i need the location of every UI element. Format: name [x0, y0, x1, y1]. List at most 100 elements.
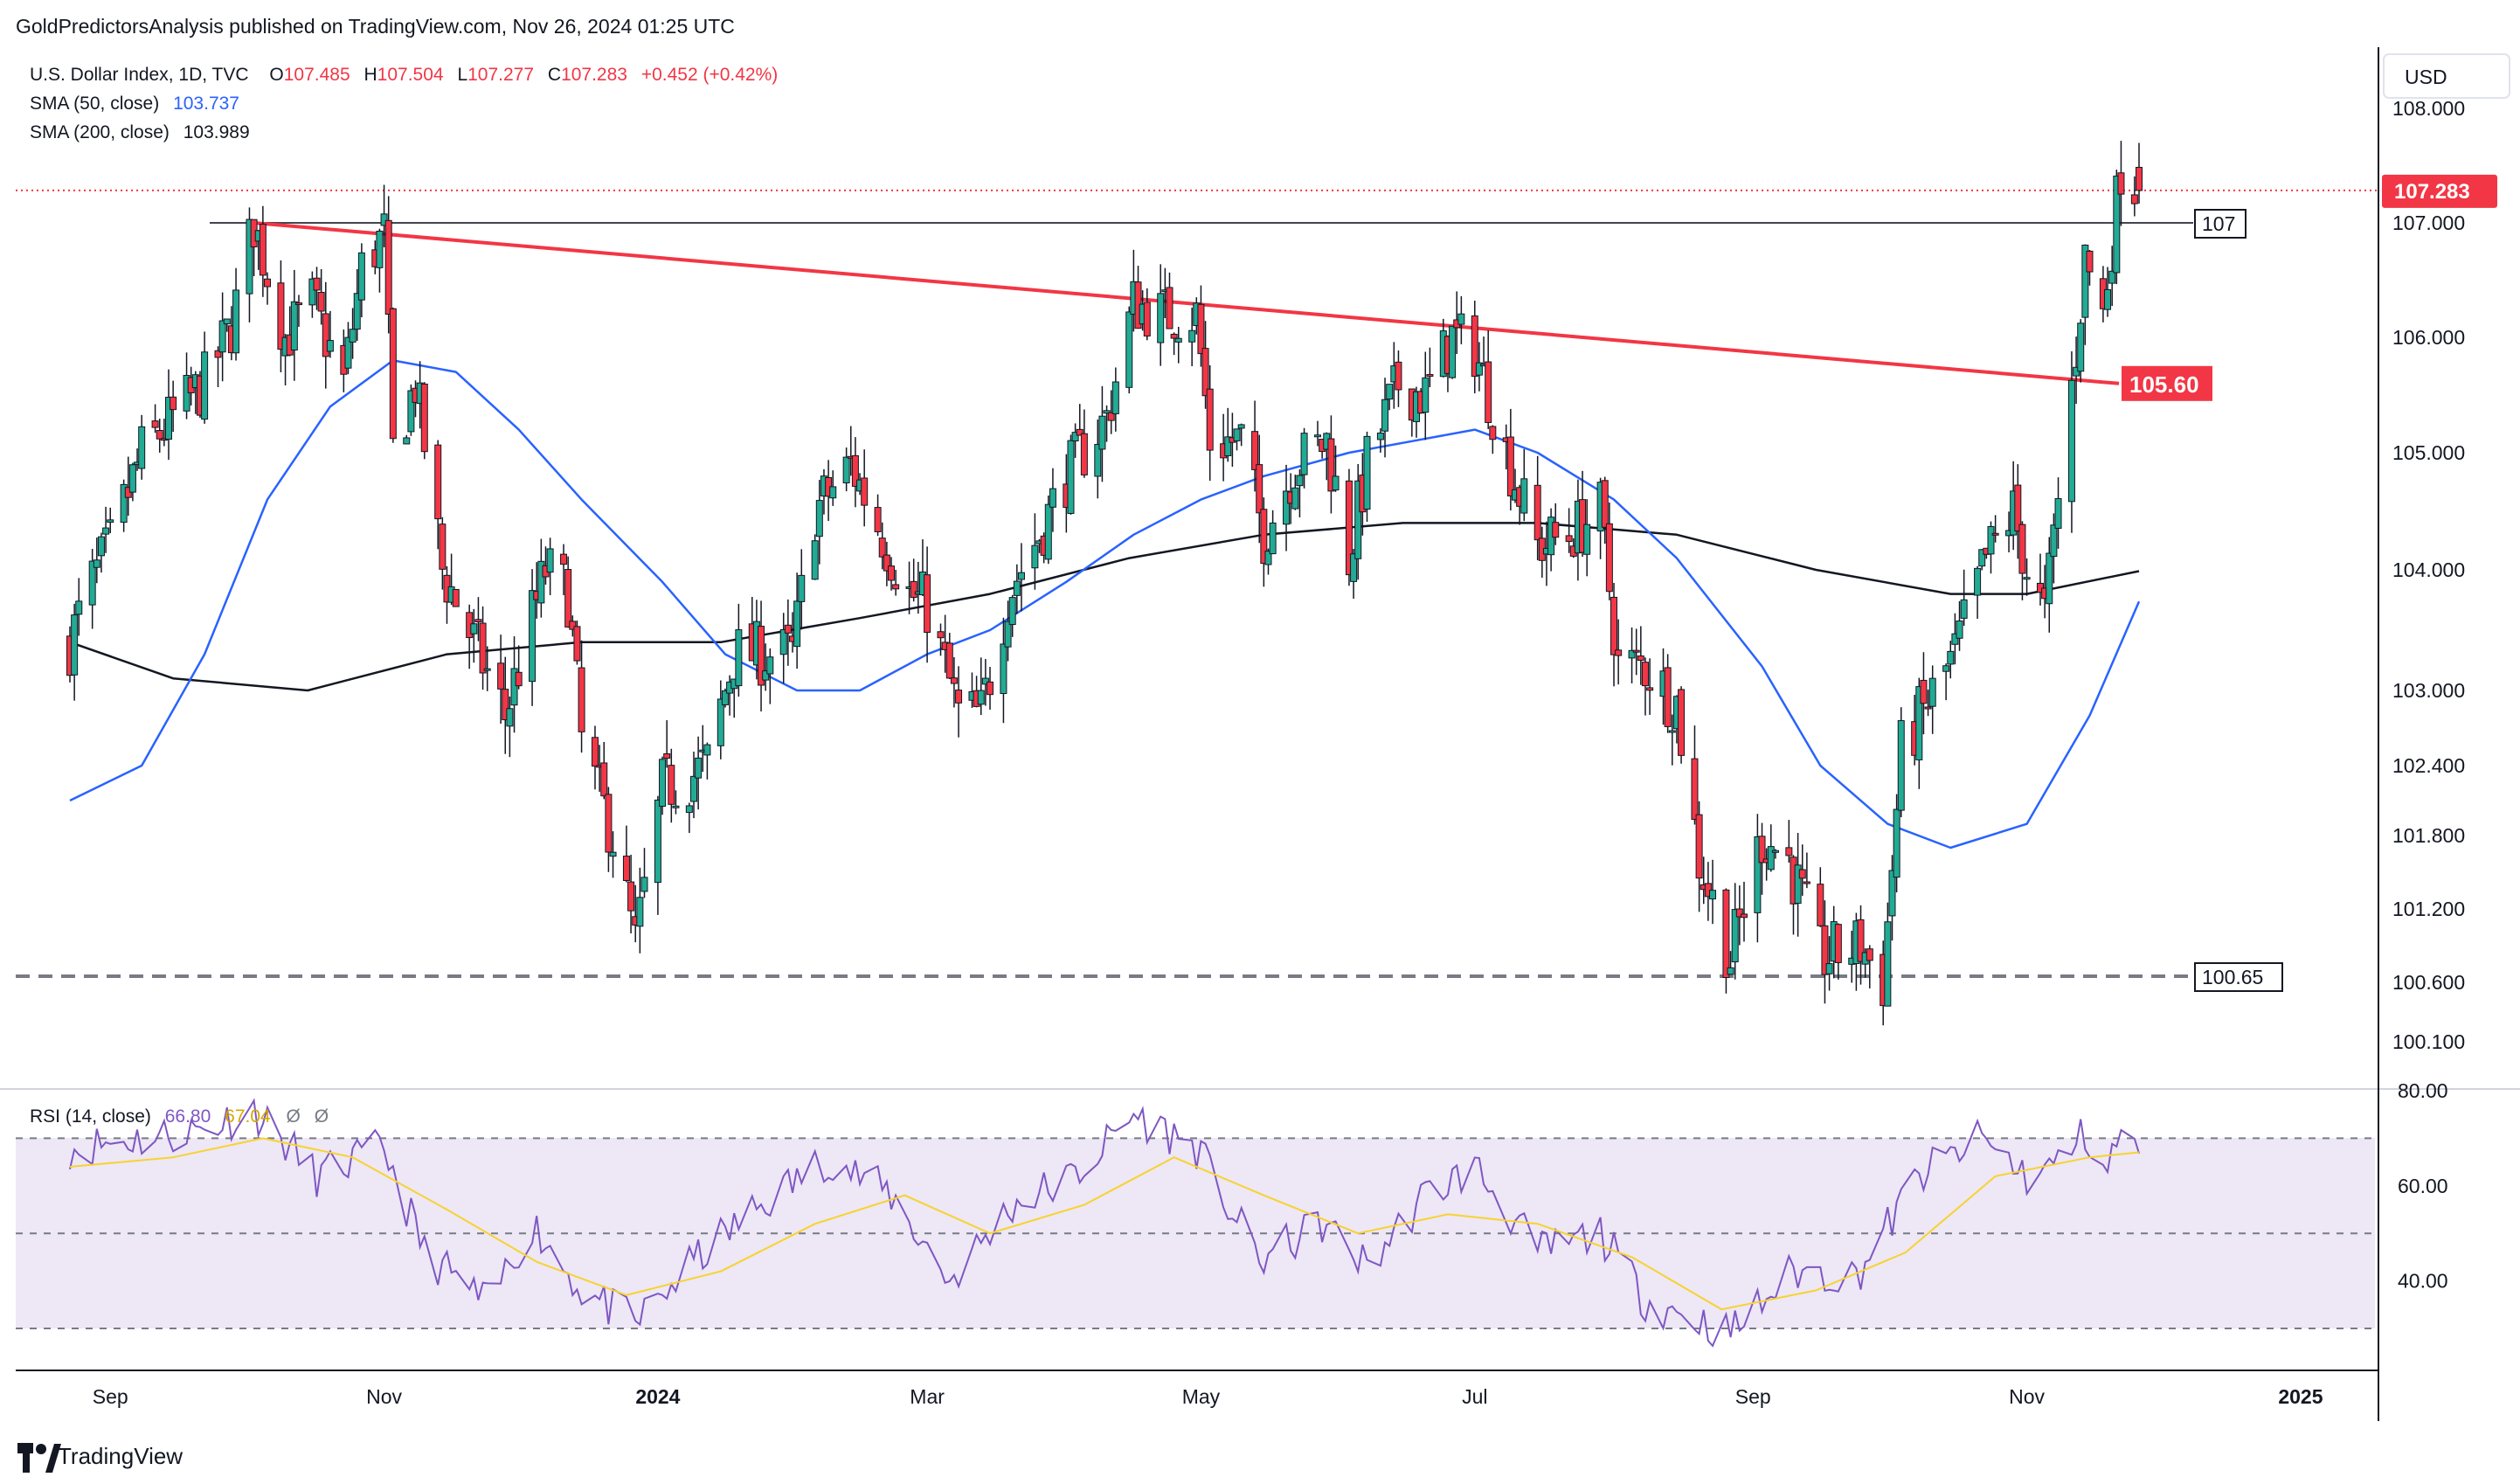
sma200-line[interactable] [69, 522, 2140, 692]
candle[interactable] [815, 480, 823, 565]
candle[interactable] [1646, 658, 1654, 715]
candle[interactable] [1893, 794, 1900, 893]
candle[interactable] [515, 645, 523, 690]
candle[interactable] [1080, 409, 1088, 478]
candle[interactable] [232, 267, 240, 361]
candle[interactable] [452, 588, 460, 607]
candle[interactable] [888, 557, 896, 591]
candle[interactable] [1350, 548, 1358, 600]
candle[interactable] [2046, 537, 2053, 633]
candle[interactable] [950, 656, 958, 708]
candle[interactable] [1363, 431, 1371, 523]
candle[interactable] [1107, 390, 1115, 434]
candle[interactable] [1767, 824, 1775, 872]
candle[interactable] [1915, 677, 1923, 789]
candle[interactable] [138, 414, 146, 480]
candle[interactable] [1143, 288, 1151, 341]
candle[interactable] [474, 597, 482, 641]
candle[interactable] [766, 648, 774, 704]
candle[interactable] [2108, 246, 2116, 307]
candle[interactable] [1049, 468, 1056, 532]
candle[interactable] [75, 578, 83, 636]
candle[interactable] [1834, 923, 1842, 980]
candle[interactable] [1758, 822, 1766, 895]
resistance-trendline[interactable] [253, 221, 2120, 385]
candle[interactable] [672, 790, 680, 815]
candle[interactable] [1269, 510, 1277, 555]
candle[interactable] [479, 606, 487, 690]
candle[interactable] [2077, 319, 2085, 383]
candle[interactable] [2050, 513, 2058, 584]
candle[interactable] [1583, 499, 1591, 577]
candle[interactable] [1296, 469, 1304, 517]
candle[interactable] [290, 269, 298, 381]
candle[interactable] [1004, 600, 1012, 662]
candle[interactable] [223, 318, 231, 332]
candle[interactable] [1291, 475, 1299, 510]
candle[interactable] [784, 599, 792, 666]
candle[interactable] [1067, 434, 1075, 515]
candle[interactable] [357, 243, 365, 318]
candle[interactable] [798, 549, 806, 630]
candle[interactable] [622, 825, 630, 883]
candle[interactable] [380, 184, 388, 247]
candle[interactable] [1381, 378, 1389, 458]
candle[interactable] [1615, 619, 1623, 685]
candle[interactable] [502, 656, 509, 754]
candle[interactable] [1565, 508, 1573, 553]
candle[interactable] [1475, 342, 1483, 392]
candle[interactable] [1641, 657, 1649, 716]
candle[interactable] [407, 384, 415, 436]
candle[interactable] [1610, 582, 1618, 687]
candle[interactable] [721, 688, 729, 708]
candle[interactable] [1771, 849, 1779, 859]
candle[interactable] [483, 646, 491, 691]
candle[interactable] [2014, 464, 2022, 559]
candle[interactable] [1313, 420, 1321, 447]
candle[interactable] [1471, 301, 1478, 394]
candle[interactable] [2054, 477, 2062, 549]
candle[interactable] [71, 603, 79, 701]
candle[interactable] [2018, 521, 2026, 600]
candle[interactable] [1888, 855, 1896, 941]
candle[interactable] [2117, 141, 2125, 226]
candle[interactable] [1722, 888, 1730, 994]
candle[interactable] [434, 440, 442, 550]
candle[interactable] [987, 667, 994, 711]
candle[interactable] [2086, 249, 2094, 286]
candle[interactable] [977, 657, 985, 716]
candle[interactable] [685, 802, 693, 834]
candle[interactable] [1601, 476, 1609, 544]
candle[interactable] [659, 756, 667, 815]
candle[interactable] [1395, 350, 1402, 407]
candle[interactable] [510, 636, 518, 733]
candle[interactable] [1552, 503, 1560, 545]
candle[interactable] [317, 268, 325, 325]
candle[interactable] [1942, 663, 1950, 701]
candle[interactable] [1044, 495, 1052, 565]
candle[interactable] [1098, 385, 1106, 482]
candle[interactable] [214, 346, 222, 387]
candle[interactable] [1884, 902, 1892, 1007]
candle[interactable] [1632, 628, 1640, 676]
candle[interactable] [2130, 176, 2138, 217]
candle[interactable] [609, 831, 617, 878]
candle[interactable] [842, 447, 850, 492]
candle[interactable] [636, 867, 644, 954]
candle[interactable] [1354, 463, 1362, 580]
candle[interactable] [1201, 321, 1209, 409]
candle[interactable] [1928, 665, 1936, 734]
candle[interactable] [1426, 347, 1434, 388]
candle[interactable] [1237, 423, 1245, 447]
candle[interactable] [1695, 801, 1703, 912]
candle[interactable] [1485, 329, 1492, 429]
candle[interactable] [1960, 569, 1968, 627]
candle[interactable] [420, 382, 428, 460]
candle[interactable] [654, 795, 661, 915]
candle[interactable] [308, 271, 316, 318]
candle[interactable] [170, 380, 177, 433]
candle[interactable] [663, 720, 671, 768]
candle[interactable] [439, 517, 447, 590]
candle[interactable] [1628, 627, 1636, 683]
